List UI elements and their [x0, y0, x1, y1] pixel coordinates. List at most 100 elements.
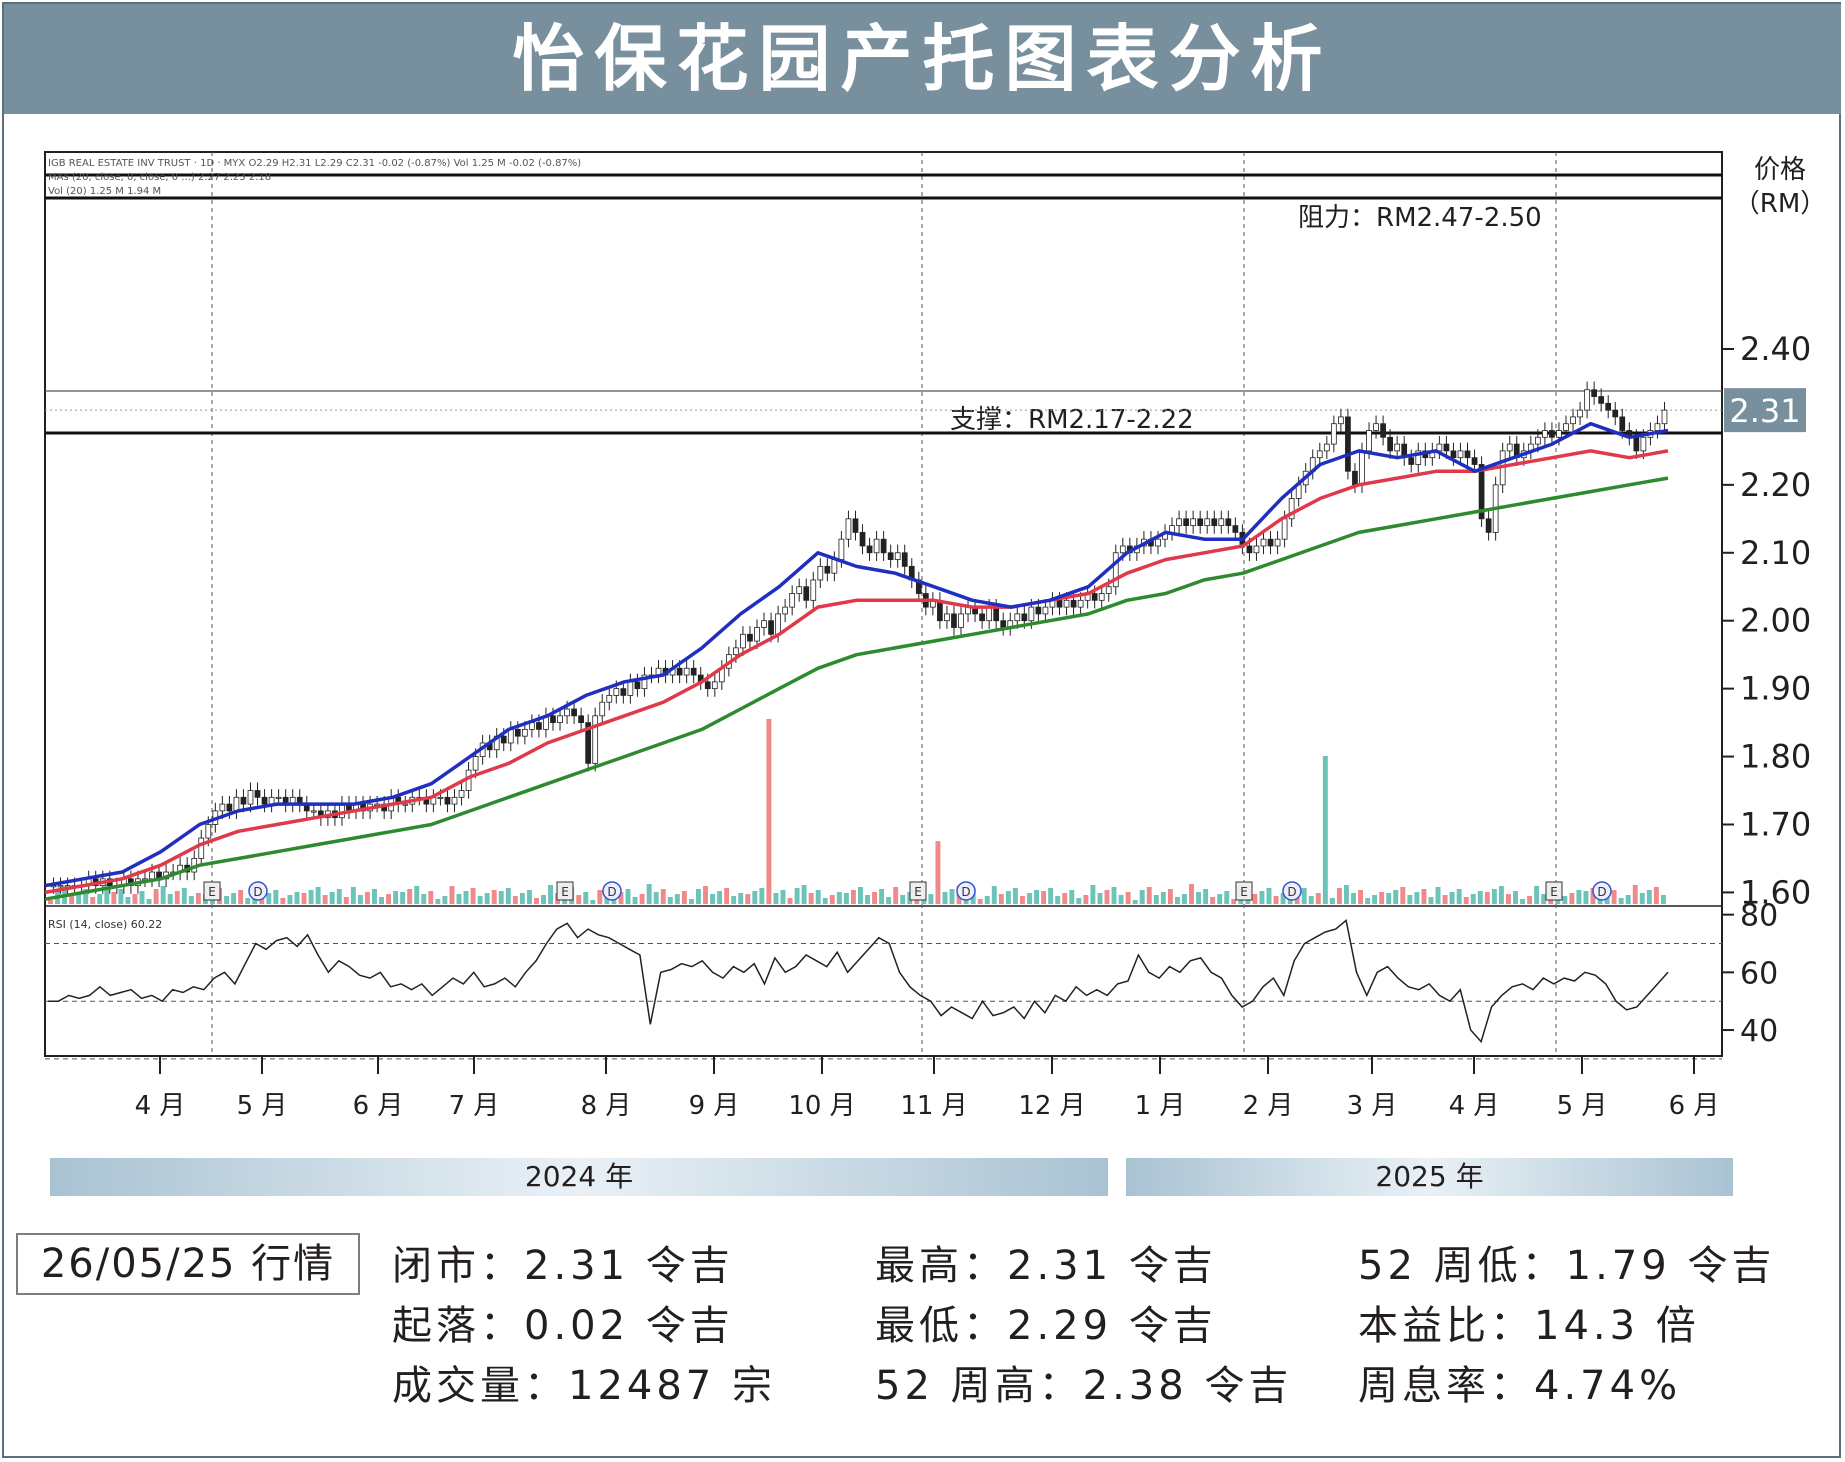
volume-bar — [1379, 892, 1385, 904]
volume-bar — [681, 891, 687, 904]
candle-body — [1661, 409, 1668, 425]
candle-body — [606, 695, 613, 703]
candle-body — [550, 715, 556, 723]
candle-body — [1063, 599, 1070, 608]
candle-body — [1323, 443, 1330, 452]
volume-bar — [1639, 893, 1645, 904]
volume-bar — [181, 888, 187, 904]
volume-bar — [449, 886, 455, 904]
volume-bar — [1386, 893, 1392, 904]
candle-body — [704, 681, 711, 690]
volume-bar — [1132, 900, 1138, 904]
candle-body — [247, 790, 254, 805]
last-price-tag — [1724, 388, 1806, 433]
volume-bar — [850, 890, 856, 904]
candle-body — [1183, 518, 1189, 527]
candle-body — [620, 688, 627, 696]
rsi-line — [48, 919, 1669, 1044]
volume-bar — [738, 893, 744, 904]
event-marker-label: D — [607, 885, 616, 899]
candle-body — [1633, 436, 1640, 452]
volume-bar — [745, 894, 751, 904]
volume-bar — [653, 892, 659, 904]
volume-bar — [315, 887, 321, 904]
year-bar-2024: 2024 年 — [50, 1158, 1108, 1196]
candle-body — [205, 824, 212, 839]
candle-body — [1485, 518, 1492, 533]
candle-body — [536, 722, 542, 730]
volume-bar — [949, 889, 955, 904]
candle-body — [1591, 389, 1597, 397]
volume-bar — [1083, 895, 1089, 904]
candle-body — [634, 681, 641, 690]
dividend-marker — [602, 881, 622, 901]
candle-body — [57, 885, 64, 888]
candle-body — [1450, 450, 1457, 459]
earnings-marker — [203, 881, 221, 901]
volume-bar — [865, 895, 870, 904]
stat-value: 2.31 令吉 — [524, 1243, 734, 1289]
stat-high: 最高2.31 令吉 — [875, 1242, 1217, 1290]
stat-label: 闭市 — [392, 1243, 524, 1289]
volume-bar — [1005, 891, 1011, 904]
candle-body — [951, 613, 957, 628]
volume-bar — [153, 889, 159, 904]
rsi-tick-label: 80 — [1740, 899, 1778, 934]
volume-bar — [879, 889, 885, 904]
candle-body — [402, 803, 409, 806]
volume-bar — [245, 898, 251, 904]
month-label: 6 月 — [353, 1091, 404, 1121]
volume-bar — [1167, 889, 1173, 904]
candle-body — [564, 708, 570, 717]
volume-bar — [717, 891, 723, 904]
last-price-value: 2.31 — [1729, 392, 1800, 430]
candle-body — [1098, 593, 1105, 601]
volume-bar — [1048, 888, 1054, 904]
volume-bar — [393, 891, 399, 904]
volume-bar — [1400, 887, 1406, 904]
month-label: 8 月 — [581, 1091, 632, 1121]
volume-bar — [991, 886, 997, 904]
candle-body — [1345, 416, 1351, 472]
volume-bar — [357, 895, 363, 904]
candle-body — [458, 790, 465, 798]
ema-mid-line — [44, 449, 1669, 895]
stat-value: 4.74% — [1534, 1363, 1682, 1409]
volume-bar — [597, 890, 603, 904]
volume-bar — [442, 896, 448, 904]
event-marker-label: D — [1597, 885, 1606, 899]
candle-body — [310, 810, 317, 813]
volume-bar — [83, 889, 89, 904]
volume-bar — [1308, 896, 1314, 904]
volume-bar — [329, 892, 335, 904]
candle-body — [1570, 416, 1576, 425]
volume-bar — [1217, 894, 1223, 904]
candle-body — [1338, 416, 1344, 425]
volume-bar — [1351, 893, 1356, 904]
price-tick-label: 1.60 — [1740, 873, 1811, 911]
volume-bar — [1160, 892, 1166, 904]
volume-bar — [1041, 891, 1047, 904]
volume-bar — [146, 899, 152, 904]
price-tick-label: 1.80 — [1740, 738, 1811, 776]
candle-body — [1457, 450, 1464, 459]
event-marker-label: D — [253, 885, 262, 899]
stat-value: 12487 宗 — [568, 1363, 776, 1409]
volume-bar — [1625, 895, 1631, 904]
candle-body — [226, 803, 233, 812]
volume-bar — [696, 889, 701, 904]
volume-bar — [1189, 884, 1194, 904]
candle-body — [1176, 518, 1182, 527]
volume-bar — [731, 896, 737, 904]
month-label: 4 月 — [135, 1091, 186, 1121]
event-marker-label: E — [1240, 885, 1248, 899]
candle-body — [901, 552, 908, 567]
month-label: 10 月 — [788, 1091, 855, 1121]
volume-bar — [724, 888, 730, 904]
candle-body — [986, 606, 993, 622]
volume-bar — [90, 897, 96, 904]
candle-body — [451, 796, 458, 805]
candle-body — [254, 790, 261, 798]
resistance-label: 阻力：RM2.47-2.50 — [1298, 203, 1542, 233]
month-label: 5 月 — [1557, 1091, 1608, 1121]
